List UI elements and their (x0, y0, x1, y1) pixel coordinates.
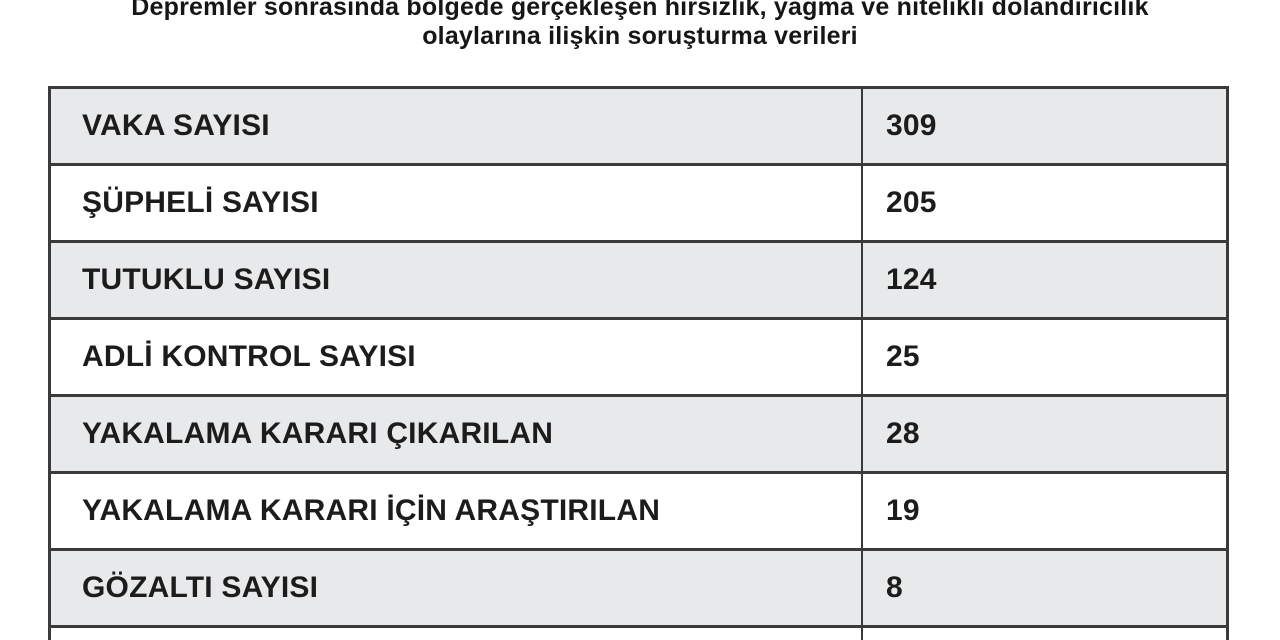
table-row-partial (51, 628, 1226, 640)
table-body: VAKA SAYISI 309 ŞÜPHELİ SAYISI 205 TUTUKLU S… (51, 89, 1226, 628)
title-line-2: olaylarına ilişkin soruşturma verileri (422, 22, 858, 50)
row-label: GÖZALTI SAYISI (51, 551, 863, 625)
row-label: ADLİ KONTROL SAYISI (51, 320, 863, 394)
title-line-1: Depremler sonrasında bölgede gerçekleşen… (131, 0, 1149, 21)
row-label: TUTUKLU SAYISI (51, 243, 863, 317)
row-value: 309 (886, 109, 937, 142)
table-row: YAKALAMA KARARI ÇIKARILAN 28 (51, 397, 1226, 474)
row-value: 28 (886, 417, 920, 450)
row-value: 19 (886, 494, 920, 527)
table-row: ADLİ KONTROL SAYISI 25 (51, 320, 1226, 397)
table-row: YAKALAMA KARARI İÇİN ARAŞTIRILAN 19 (51, 474, 1226, 551)
row-value: 25 (886, 340, 920, 373)
row-value: 8 (886, 571, 903, 604)
table-row: VAKA SAYISI 309 (51, 89, 1226, 166)
page-title: Depremler sonrasında bölgede gerçekleşen… (0, 0, 1280, 51)
row-label (51, 628, 863, 640)
row-value: 205 (886, 186, 937, 219)
row-label: ŞÜPHELİ SAYISI (51, 166, 863, 240)
row-value (863, 628, 1226, 640)
row-label: YAKALAMA KARARI İÇİN ARAŞTIRILAN (51, 474, 863, 548)
table-row: TUTUKLU SAYISI 124 (51, 243, 1226, 320)
table-row: GÖZALTI SAYISI 8 (51, 551, 1226, 628)
investigation-data-table: VAKA SAYISI 309 ŞÜPHELİ SAYISI 205 TUTUKLU S… (48, 86, 1229, 640)
row-value: 124 (886, 263, 937, 296)
table-row: ŞÜPHELİ SAYISI 205 (51, 166, 1226, 243)
row-label: YAKALAMA KARARI ÇIKARILAN (51, 397, 863, 471)
row-label: VAKA SAYISI (51, 89, 863, 163)
